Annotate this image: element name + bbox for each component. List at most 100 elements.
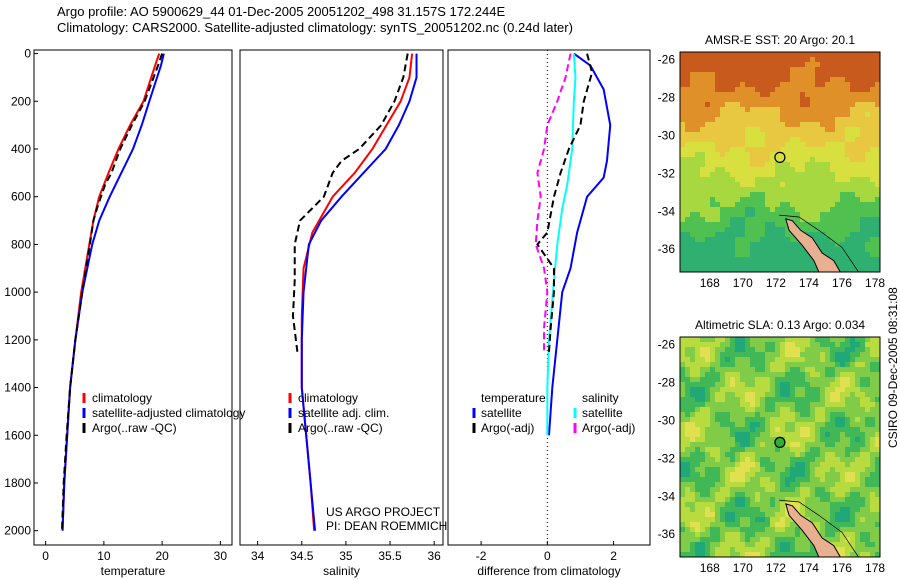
map-frame [679,336,881,558]
heatmap-cell [710,212,716,218]
heatmap-cell [700,187,706,193]
heatmap-cell [840,527,846,533]
heatmap-cell [725,227,731,233]
heatmap-cell [705,187,711,193]
heatmap-cell [720,177,726,183]
heatmap-cell [815,357,821,363]
heatmap-cell [685,547,691,553]
heatmap-cell [830,217,836,223]
heatmap-cell [875,92,881,98]
heatmap-cell [685,167,691,173]
heatmap-cell [730,537,736,543]
heatmap-cell [830,132,836,138]
heatmap-cell [795,102,801,108]
heatmap-cell [755,502,761,508]
heatmap-cell [770,397,776,403]
heatmap-cell [745,227,751,233]
heatmap-cell [795,467,801,473]
heatmap-cell [700,147,706,153]
heatmap-cell [770,127,776,133]
heatmap-cell [690,252,696,258]
heatmap-cell [690,347,696,353]
heatmap-cell [825,122,831,128]
heatmap-cell [725,232,731,238]
heatmap-cell [850,442,856,448]
heatmap-cell [690,412,696,418]
heatmap-cell [865,82,871,88]
heatmap-cell [700,387,706,393]
heatmap-cell [810,137,816,143]
heatmap-cell [850,167,856,173]
heatmap-cell [780,177,786,183]
heatmap-cell [835,527,841,533]
heatmap-cell [820,367,826,373]
heatmap-cell [790,127,796,133]
heatmap-cell [690,107,696,113]
heatmap-cell [850,212,856,218]
heatmap-cell [690,162,696,168]
heatmap-cell [805,262,811,268]
heatmap-cell [855,207,861,213]
heatmap-cell [770,497,776,503]
heatmap-cell [740,527,746,533]
heatmap-cell [795,132,801,138]
heatmap-cell [790,97,796,103]
heatmap-cell [745,467,751,473]
heatmap-cell [810,342,816,348]
heatmap-cell [870,397,876,403]
heatmap-cell [860,67,866,73]
heatmap-cell [685,422,691,428]
heatmap-cell [740,462,746,468]
heatmap-cell [865,157,871,163]
heatmap-cell [825,127,831,133]
heatmap-cell [685,177,691,183]
heatmap-cell [815,462,821,468]
heatmap-cell [825,72,831,78]
heatmap-cell [715,52,721,58]
heatmap-cell [685,482,691,488]
heatmap-cell [770,217,776,223]
heatmap-cell [780,267,786,273]
heatmap-cell [765,487,771,493]
heatmap-cell [765,522,771,528]
heatmap-cell [780,202,786,208]
heatmap-cell [865,122,871,128]
heatmap-cell [805,472,811,478]
heatmap-cell [755,237,761,243]
heatmap-cell [870,152,876,158]
heatmap-cell [685,192,691,198]
heatmap-cell [795,212,801,218]
heatmap-cell [775,422,781,428]
heatmap-cell [820,242,826,248]
heatmap-cell [835,462,841,468]
heatmap-cell [855,377,861,383]
heatmap-cell [805,507,811,513]
heatmap-cell [715,482,721,488]
heatmap-cell [780,187,786,193]
heatmap-cell [835,412,841,418]
heatmap-cell [720,482,726,488]
heatmap-cell [735,232,741,238]
heatmap-cell [775,157,781,163]
heatmap-cell [785,257,791,263]
heatmap-cell [790,247,796,253]
heatmap-cell [865,212,871,218]
x-tick-label: 10 [97,549,111,563]
heatmap-cell [870,147,876,153]
heatmap-cell [760,467,766,473]
heatmap-cell [875,377,881,383]
heatmap-cell [825,492,831,498]
heatmap-cell [685,137,691,143]
heatmap-cell [815,167,821,173]
heatmap-cell [830,457,836,463]
heatmap-cell [875,422,881,428]
heatmap-cell [775,222,781,228]
heatmap-cell [840,372,846,378]
heatmap-cell [780,522,786,528]
heatmap-cell [775,532,781,538]
heatmap-cell [805,512,811,518]
heatmap-cell [850,102,856,108]
heatmap-cell [755,122,761,128]
heatmap-cell [825,217,831,223]
heatmap-cell [855,497,861,503]
